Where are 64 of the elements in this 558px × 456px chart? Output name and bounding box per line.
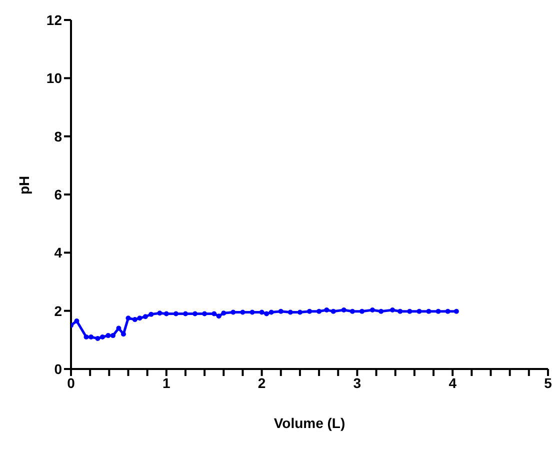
point — [84, 334, 89, 340]
point — [202, 311, 208, 316]
point — [74, 318, 80, 324]
point — [316, 308, 322, 314]
point — [264, 311, 270, 316]
point — [350, 308, 355, 314]
point — [137, 316, 142, 321]
point — [268, 310, 274, 315]
y-tick-label: 2 — [54, 302, 62, 319]
point — [307, 308, 312, 314]
y-axis-title: pH — [16, 176, 32, 194]
point — [278, 308, 284, 314]
point — [182, 311, 188, 316]
point — [110, 333, 116, 338]
point — [390, 307, 395, 312]
y-tick-label: 4 — [54, 244, 62, 261]
point — [341, 307, 346, 312]
point — [142, 314, 148, 320]
point — [230, 310, 236, 315]
point — [164, 311, 169, 316]
point — [378, 308, 384, 314]
point — [148, 312, 154, 317]
point — [88, 334, 94, 340]
point — [259, 310, 264, 315]
y-tick-label: 12 — [46, 12, 62, 28]
point — [359, 308, 364, 314]
x-tick-label: 5 — [544, 374, 552, 391]
point — [95, 336, 100, 341]
x-axis-title: Volume (L) — [274, 415, 346, 431]
y-tick-label: 0 — [54, 360, 62, 377]
point — [192, 311, 198, 316]
point — [216, 314, 222, 319]
point — [173, 311, 178, 316]
point — [436, 308, 441, 314]
x-tick-label: 4 — [448, 374, 457, 391]
point — [297, 310, 302, 315]
point — [126, 316, 131, 321]
point — [157, 310, 162, 316]
point — [132, 317, 138, 322]
y-tick-label: 8 — [54, 128, 62, 144]
point — [398, 308, 403, 314]
y-tick-label: 10 — [46, 70, 62, 86]
point — [240, 310, 246, 315]
point — [212, 311, 217, 316]
point — [250, 310, 255, 315]
point — [407, 308, 412, 314]
point — [370, 307, 375, 312]
point — [221, 310, 226, 316]
x-tick-label: 0 — [67, 374, 76, 391]
point — [288, 310, 293, 315]
point — [330, 308, 336, 314]
point — [324, 307, 330, 312]
point — [454, 308, 459, 314]
point — [116, 326, 122, 331]
x-tick-label: 2 — [258, 374, 266, 391]
point — [106, 333, 111, 338]
point — [445, 308, 450, 314]
point — [100, 334, 105, 340]
y-tick-label: 6 — [54, 186, 62, 202]
point — [120, 332, 126, 337]
point — [416, 308, 422, 314]
x-tick-label: 3 — [353, 374, 362, 391]
x-tick-label: 1 — [162, 374, 170, 391]
point — [426, 308, 432, 314]
